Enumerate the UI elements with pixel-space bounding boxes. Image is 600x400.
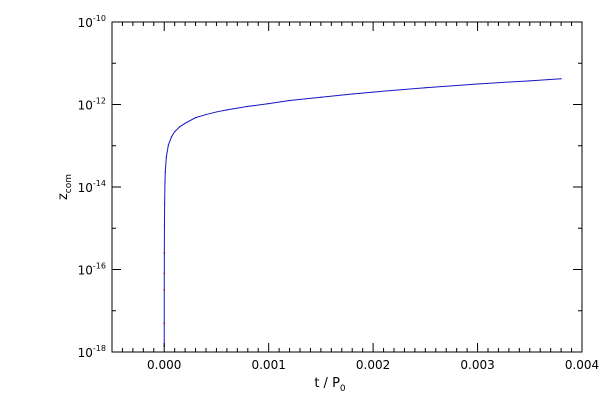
x-axis-label: t / P0 [314,376,346,394]
plot-frame [111,21,583,353]
data-point [560,78,562,80]
x-tick-label: 0.003 [460,358,494,372]
data-point [529,80,531,82]
y-tick-label: 10-18 [78,344,106,360]
data-point [174,131,176,133]
y-tick-label: 10-12 [78,97,106,113]
data-point [194,117,197,119]
y-tick-label-exponent: -12 [93,97,106,106]
data-point [320,96,322,98]
tick-labels: 0.000 0.001 0.002 0.003 0.00410-1810-1610-14… [78,14,600,372]
x-axis-label-main: t / P [314,376,340,391]
data-series [163,78,562,347]
data-point [179,126,181,128]
data-point [288,99,291,102]
x-tick-label: 0.000 [147,358,181,372]
data-point [170,136,173,138]
data-point [247,105,249,107]
data-point [226,109,228,111]
y-axis-label: zcom [56,174,74,200]
data-point [372,91,374,93]
data-point [476,83,479,85]
x-tick-label: 0.001 [251,358,285,372]
data-point [164,202,166,205]
data-point [163,289,166,291]
y-tick-label: 10-14 [78,179,106,195]
y-tick-label: 10-10 [78,14,106,30]
y-tick-label: 10-16 [78,262,106,278]
y-tick-label-base: 10 [78,181,93,195]
data-point [351,93,353,95]
y-tick-label-base: 10 [78,16,93,30]
y-tick-label-exponent: -16 [93,262,106,271]
y-axis-label-sub: com [64,174,74,193]
data-point [268,103,270,105]
data-point [163,224,166,226]
data-point [163,272,166,275]
data-point [215,111,218,113]
x-tick-label: 0.002 [356,358,390,372]
data-point [165,156,167,158]
data-point [205,113,207,116]
data-point [164,183,166,185]
x-tick-label: 0.004 [565,358,599,372]
y-tick-label-base: 10 [78,99,93,113]
y-axis-label-main: z [56,193,71,200]
data-point [163,252,166,254]
data-point [424,87,426,89]
y-tick-label-base: 10 [78,346,93,360]
y-tick-label-exponent: -10 [93,14,106,23]
y-tick-label-exponent: -14 [93,179,106,188]
data-point [164,171,166,173]
series-line [163,78,562,346]
data-point [167,144,169,146]
data-point [163,322,166,325]
axis-ticks [111,21,583,353]
x-axis-label-sub: 0 [340,384,346,394]
y-tick-label-base: 10 [78,264,93,278]
data-point [184,122,186,124]
y-tick-label-exponent: -18 [93,344,106,353]
